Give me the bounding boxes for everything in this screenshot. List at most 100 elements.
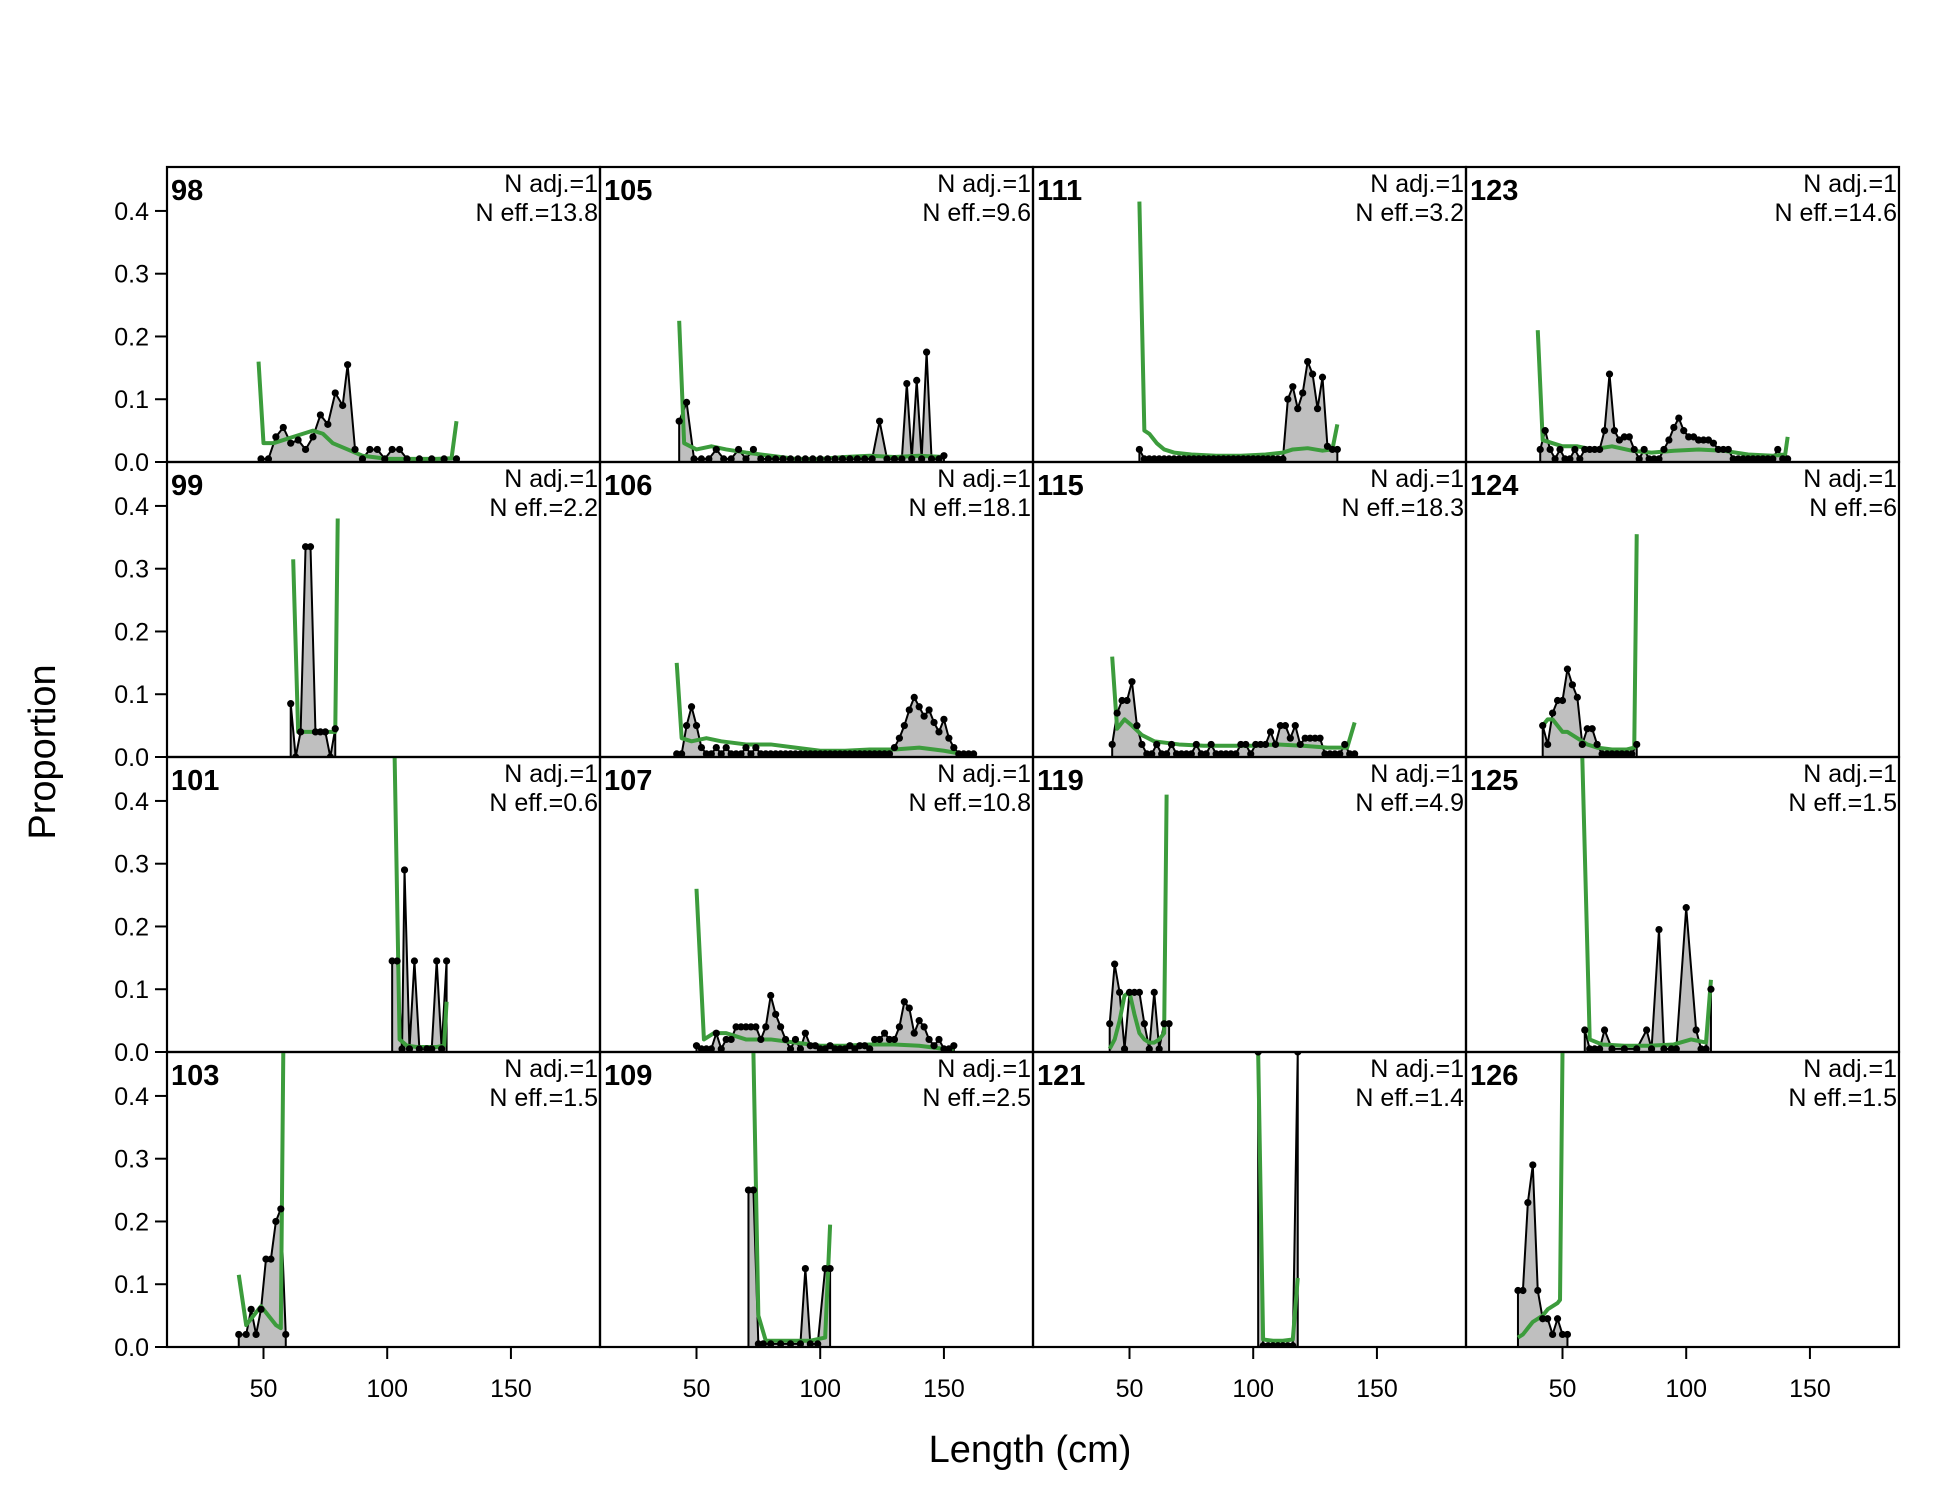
observed-point	[1289, 1342, 1297, 1347]
observed-point	[1524, 1199, 1532, 1207]
y-tick-label: 0.4	[114, 788, 149, 816]
panel-plot-area	[167, 757, 600, 1052]
observed-point	[861, 455, 869, 462]
observed-point	[1568, 681, 1576, 689]
observed-point	[1514, 1286, 1522, 1295]
observed-point	[1150, 988, 1158, 996]
n-adj-label: N adj.=1	[937, 170, 1031, 198]
observed-point	[747, 1023, 755, 1031]
observed-point	[1536, 445, 1544, 454]
observed-point	[1620, 1045, 1628, 1052]
panel-id-label: 101	[171, 765, 219, 797]
y-tick-label: 0.2	[114, 913, 149, 941]
observed-point	[1519, 1286, 1527, 1295]
panel-125: 125 N adj.=1N eff.=1.5	[1464, 755, 1901, 1054]
observed-point	[1709, 439, 1718, 447]
expected-line	[256, 361, 459, 461]
observed-area	[1542, 669, 1637, 757]
n-adj-label: N adj.=1	[1803, 1055, 1897, 1083]
observed-point	[1724, 445, 1732, 454]
observed-point	[1699, 436, 1708, 444]
observed-point	[235, 1330, 243, 1339]
observed-point	[950, 1042, 958, 1050]
observed-point	[1774, 445, 1782, 454]
observed-point	[752, 743, 760, 752]
panel-plot-area	[1466, 1052, 1899, 1347]
observed-point	[720, 455, 728, 462]
observed-point	[1133, 722, 1141, 730]
observed-point	[915, 1017, 923, 1025]
observed-area	[1112, 681, 1355, 757]
observed-point	[752, 1023, 760, 1031]
observed-point	[868, 455, 876, 462]
panel-107: 107 N adj.=1N eff.=10.8	[598, 755, 1035, 1054]
observed-point	[786, 1045, 795, 1052]
observed-point	[388, 957, 396, 965]
observed-point	[1600, 1026, 1609, 1034]
observed-point	[806, 1042, 814, 1050]
n-adj-label: N adj.=1	[1370, 170, 1464, 198]
observed-point	[890, 1035, 899, 1044]
observed-point	[1549, 709, 1557, 717]
observed-point	[1304, 357, 1312, 366]
observed-point	[321, 728, 329, 736]
observed-point	[1120, 1045, 1129, 1052]
observed-point	[866, 1045, 874, 1052]
observed-point	[1276, 722, 1285, 730]
observed-point	[717, 750, 725, 757]
observed-point	[697, 743, 706, 752]
n-eff-label: N eff.=18.1	[908, 494, 1031, 522]
observed-point	[692, 722, 701, 730]
panel-id-label: 99	[171, 470, 203, 502]
observed-point	[1707, 985, 1715, 993]
observed-point	[1578, 740, 1586, 749]
y-tick-label: 0.3	[114, 556, 149, 584]
n-adj-label: N adj.=1	[1370, 465, 1464, 493]
n-adj-label: N adj.=1	[1803, 170, 1897, 198]
observed-point	[915, 703, 923, 711]
observed-point	[358, 455, 367, 462]
panel-plot-area	[1033, 794, 1466, 1052]
observed-point	[786, 455, 795, 462]
observed-point	[1140, 1020, 1148, 1028]
observed-point	[794, 455, 802, 462]
observed-point	[747, 750, 755, 757]
observed-point	[772, 1010, 780, 1018]
observed-point	[1620, 433, 1628, 441]
observed-point	[1576, 455, 1584, 462]
observed-point	[339, 401, 347, 410]
observed-point	[1544, 740, 1552, 749]
panel-id-label: 124	[1470, 470, 1518, 502]
observed-point	[801, 1029, 809, 1037]
observed-point	[1581, 445, 1589, 454]
observed-point	[1682, 904, 1690, 912]
observed-point	[1549, 1330, 1557, 1339]
panel-id-label: 98	[171, 175, 203, 207]
n-adj-label: N adj.=1	[504, 1055, 598, 1083]
y-tick-label: 0.2	[114, 323, 149, 351]
expected-line	[1110, 656, 1357, 750]
observed-point	[1714, 445, 1722, 454]
observed-point	[690, 455, 698, 462]
observed-point	[737, 750, 745, 757]
observed-point	[1153, 740, 1161, 749]
observed-point	[1608, 1045, 1616, 1052]
x-tick-label: 100	[799, 1375, 841, 1403]
panel-id-label: 111	[1037, 175, 1082, 207]
observed-point	[1328, 445, 1336, 454]
observed-point	[910, 693, 918, 701]
observed-point	[1672, 1045, 1680, 1052]
observed-point	[316, 411, 325, 419]
observed-point	[1289, 383, 1297, 391]
observed-point	[905, 706, 913, 714]
observed-point	[796, 1340, 805, 1347]
observed-area	[261, 364, 457, 462]
panel-plot-area	[167, 1052, 600, 1347]
observed-point	[331, 725, 339, 733]
expected-line	[236, 1052, 286, 1331]
observed-point	[814, 1340, 822, 1347]
observed-point	[779, 455, 787, 462]
y-tick-label: 0.1	[114, 976, 149, 1004]
observed-point	[687, 703, 696, 711]
observed-point	[705, 455, 713, 462]
